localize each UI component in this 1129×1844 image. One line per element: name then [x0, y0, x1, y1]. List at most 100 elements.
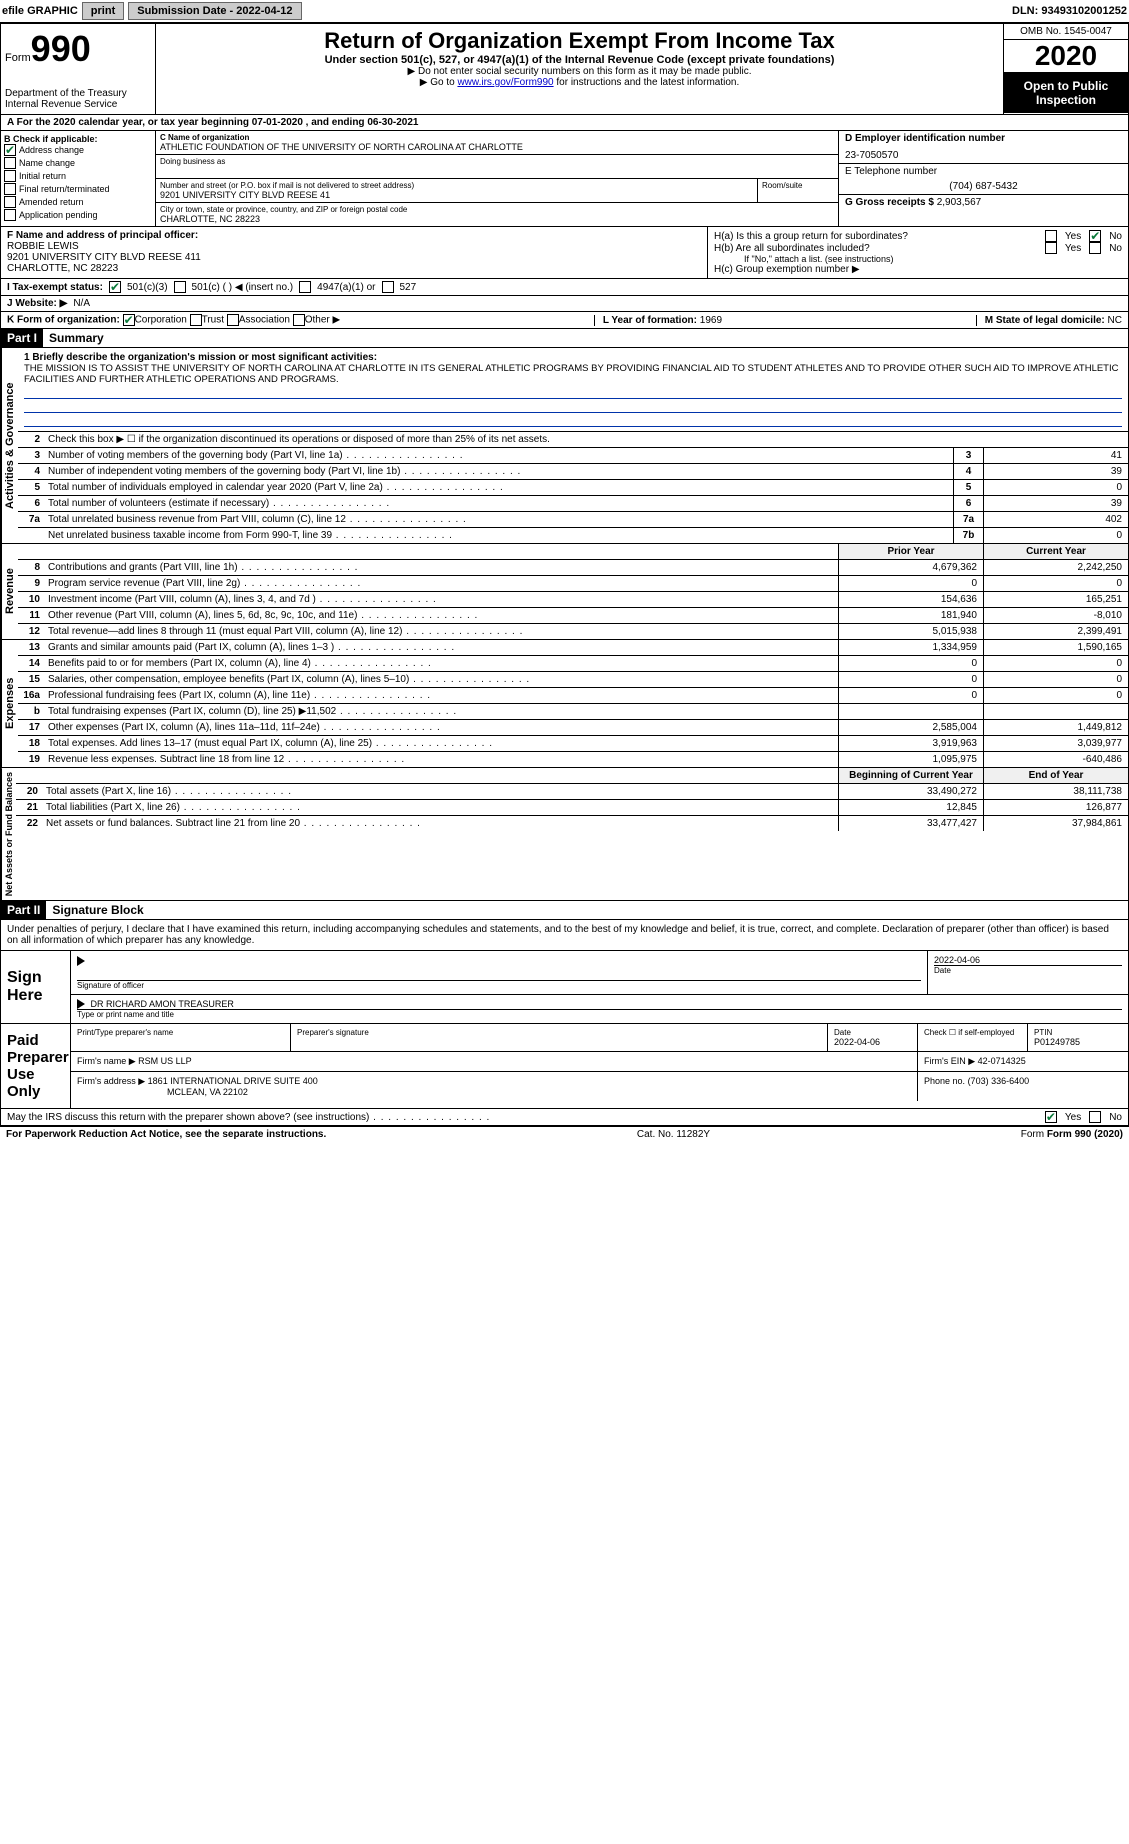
firm-addr1: 1861 INTERNATIONAL DRIVE SUITE 400 [148, 1076, 318, 1086]
section-governance: Activities & Governance 1 Briefly descri… [0, 348, 1129, 544]
underline [24, 417, 1122, 427]
pointer-icon [77, 999, 85, 1009]
table-row: 3Number of voting members of the governi… [18, 448, 1128, 464]
ein-label: D Employer identification number [845, 133, 1122, 144]
open-public-badge: Open to Public Inspection [1004, 73, 1128, 113]
prep-sig-label: Preparer's signature [297, 1028, 821, 1037]
irs-link[interactable]: www.irs.gov/Form990 [457, 77, 553, 88]
part1-header: Part I Summary [0, 329, 1129, 348]
sign-here-block: Sign Here Signature of officer 2022-04-0… [0, 951, 1129, 1024]
hb-note: If "No," attach a list. (see instruction… [714, 254, 1122, 264]
underline [24, 403, 1122, 413]
penalty-statement: Under penalties of perjury, I declare th… [0, 920, 1129, 951]
header-row-revenue: b Prior Year Current Year [18, 544, 1128, 560]
table-row: 15Salaries, other compensation, employee… [18, 672, 1128, 688]
table-row: 6Total number of volunteers (estimate if… [18, 496, 1128, 512]
gross-receipts-value: 2,903,567 [937, 197, 982, 208]
chk-initial-return[interactable] [4, 170, 16, 182]
chk-corporation[interactable] [123, 314, 135, 326]
table-row: 7aTotal unrelated business revenue from … [18, 512, 1128, 528]
org-address: 9201 UNIVERSITY CITY BLVD REESE 41 [160, 190, 753, 200]
room-label: Room/suite [762, 181, 834, 190]
part1-title: Summary [43, 329, 110, 347]
dln-label: DLN: 93493102001252 [1012, 5, 1127, 17]
table-row: 5Total number of individuals employed in… [18, 480, 1128, 496]
chk-name-change[interactable] [4, 157, 16, 169]
website-label: J Website: ▶ [7, 298, 67, 309]
chk-final-return[interactable] [4, 183, 16, 195]
table-row: bTotal fundraising expenses (Part IX, co… [18, 704, 1128, 720]
side-label-revenue: Revenue [1, 544, 18, 639]
section-expenses: Expenses 13Grants and similar amounts pa… [0, 640, 1129, 768]
gross-receipts-label: G Gross receipts $ [845, 197, 934, 208]
paid-preparer-label: Paid Preparer Use Only [1, 1024, 71, 1108]
chk-other[interactable] [293, 314, 305, 326]
header-row-net: Beginning of Current Year End of Year [16, 768, 1128, 784]
paperwork-notice: For Paperwork Reduction Act Notice, see … [6, 1129, 326, 1140]
firm-name-label: Firm's name ▶ [77, 1056, 136, 1066]
part2-header: Part II Signature Block [0, 901, 1129, 920]
part1-badge: Part I [1, 329, 43, 347]
hb-label: H(b) Are all subordinates included? [714, 243, 1045, 254]
footer: For Paperwork Reduction Act Notice, see … [0, 1126, 1129, 1142]
firm-ein: 42-0714325 [978, 1056, 1026, 1066]
side-label-expenses: Expenses [1, 640, 18, 767]
chk-address-change[interactable] [4, 144, 16, 156]
chk-application-pending[interactable] [4, 209, 16, 221]
chk-trust[interactable] [190, 314, 202, 326]
table-row: 12Total revenue—add lines 8 through 11 (… [18, 624, 1128, 639]
hb-yes[interactable] [1045, 242, 1057, 254]
org-name: ATHLETIC FOUNDATION OF THE UNIVERSITY OF… [160, 142, 834, 152]
side-label-net: Net Assets or Fund Balances [1, 768, 16, 900]
date-label: Date [934, 965, 1122, 975]
table-row: 9Program service revenue (Part VIII, lin… [18, 576, 1128, 592]
mission-block: 1 Briefly describe the organization's mi… [18, 348, 1128, 432]
ptin-value: P01249785 [1034, 1037, 1122, 1047]
chk-527[interactable] [382, 281, 394, 293]
sig-date: 2022-04-06 [934, 955, 1122, 965]
box-i: I Tax-exempt status: 501(c)(3) 501(c) ( … [0, 279, 1129, 296]
table-row: 20Total assets (Part X, line 16)33,490,2… [16, 784, 1128, 800]
dba-label: Doing business as [160, 157, 834, 166]
hb-no[interactable] [1089, 242, 1101, 254]
row-a-period: A For the 2020 calendar year, or tax yea… [0, 115, 1129, 131]
chk-amended-return[interactable] [4, 196, 16, 208]
chk-association[interactable] [227, 314, 239, 326]
paid-preparer-block: Paid Preparer Use Only Print/Type prepar… [0, 1024, 1129, 1109]
tax-status-label: I Tax-exempt status: [7, 282, 103, 293]
firm-phone: (703) 336-6400 [968, 1076, 1030, 1086]
officer-printed-name: DR RICHARD AMON TREASURER [91, 999, 234, 1009]
mission-text: THE MISSION IS TO ASSIST THE UNIVERSITY … [24, 363, 1122, 385]
city-label: City or town, state or province, country… [160, 205, 834, 214]
chk-4947[interactable] [299, 281, 311, 293]
submission-date-button[interactable]: Submission Date - 2022-04-12 [128, 2, 301, 20]
chk-501c[interactable] [174, 281, 186, 293]
box-f-h: F Name and address of principal officer:… [0, 227, 1129, 279]
table-row: 10Investment income (Part VIII, column (… [18, 592, 1128, 608]
form-header: Form990 Department of the Treasury Inter… [0, 23, 1129, 115]
discuss-yes[interactable] [1045, 1111, 1057, 1123]
firm-name: RSM US LLP [138, 1056, 192, 1066]
prep-date: 2022-04-06 [834, 1037, 911, 1047]
table-row: 19Revenue less expenses. Subtract line 1… [18, 752, 1128, 767]
ha-yes[interactable] [1045, 230, 1057, 242]
form-ref: Form Form 990 (2020) [1021, 1129, 1123, 1140]
hc-label: H(c) Group exemption number ▶ [714, 264, 1122, 275]
section-revenue: Revenue b Prior Year Current Year 8Contr… [0, 544, 1129, 640]
firm-addr-label: Firm's address ▶ [77, 1076, 145, 1086]
type-name-label: Type or print name and title [77, 1009, 1122, 1019]
side-label-governance: Activities & Governance [1, 348, 18, 543]
ha-no[interactable] [1089, 230, 1101, 242]
form-org-label: K Form of organization: [7, 315, 120, 326]
entity-info-grid: B Check if applicable: Address change Na… [0, 131, 1129, 227]
sig-officer-label: Signature of officer [77, 980, 921, 990]
chk-501c3[interactable] [109, 281, 121, 293]
discuss-row: May the IRS discuss this return with the… [0, 1109, 1129, 1126]
print-button[interactable]: print [82, 2, 124, 20]
firm-ein-label: Firm's EIN ▶ [924, 1056, 975, 1066]
discuss-no[interactable] [1089, 1111, 1101, 1123]
ptin-label: PTIN [1034, 1028, 1122, 1037]
officer-name: ROBBIE LEWIS [7, 241, 701, 252]
ein-value: 23-7050570 [845, 150, 1122, 161]
cat-number: Cat. No. 11282Y [637, 1129, 710, 1140]
